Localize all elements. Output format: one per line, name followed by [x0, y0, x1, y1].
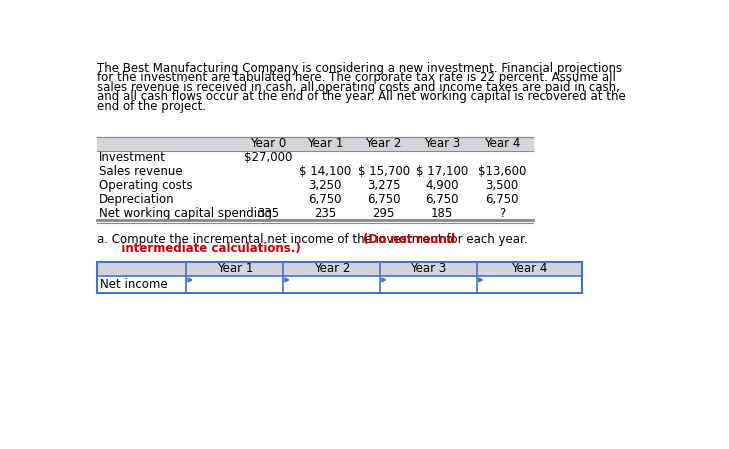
- Text: Year 3: Year 3: [410, 262, 447, 275]
- Polygon shape: [382, 278, 386, 282]
- Text: 3,275: 3,275: [367, 179, 400, 192]
- Text: 4,900: 4,900: [425, 179, 459, 192]
- Text: end of the project.: end of the project.: [98, 100, 206, 113]
- Text: Year 4: Year 4: [511, 262, 547, 275]
- Bar: [98, 165, 533, 179]
- Bar: [98, 262, 582, 276]
- Bar: [98, 151, 533, 165]
- Text: Year 2: Year 2: [313, 262, 350, 275]
- Text: $ 14,100: $ 14,100: [299, 165, 351, 178]
- Text: 335: 335: [257, 207, 280, 220]
- Text: 295: 295: [373, 207, 395, 220]
- Text: Year 1: Year 1: [217, 262, 253, 275]
- Text: $ 15,700: $ 15,700: [358, 165, 410, 178]
- Bar: [98, 207, 533, 220]
- Polygon shape: [285, 278, 289, 282]
- Text: 6,750: 6,750: [308, 193, 342, 206]
- Bar: [187, 276, 284, 293]
- Text: Net working capital spending: Net working capital spending: [99, 207, 272, 220]
- Text: $27,000: $27,000: [244, 151, 293, 164]
- Text: ?: ?: [499, 207, 505, 220]
- Bar: [477, 276, 582, 293]
- Text: Net income: Net income: [100, 277, 167, 291]
- Text: Year 2: Year 2: [365, 137, 402, 150]
- Bar: [284, 276, 381, 293]
- Polygon shape: [188, 278, 192, 282]
- Text: 185: 185: [431, 207, 453, 220]
- Text: $13,600: $13,600: [477, 165, 526, 178]
- Text: 6,750: 6,750: [425, 193, 459, 206]
- Text: for the investment are tabulated here. The corporate tax rate is 22 percent. Ass: for the investment are tabulated here. T…: [98, 71, 616, 84]
- Text: The Best Manufacturing Company is considering a new investment. Financial projec: The Best Manufacturing Company is consid…: [98, 62, 623, 75]
- Bar: [98, 193, 533, 207]
- Polygon shape: [479, 278, 483, 282]
- Text: $ 17,100: $ 17,100: [416, 165, 468, 178]
- Bar: [98, 137, 533, 151]
- Text: Year 0: Year 0: [251, 137, 286, 150]
- Text: 3,500: 3,500: [486, 179, 518, 192]
- Text: 235: 235: [313, 207, 336, 220]
- Text: Investment: Investment: [99, 151, 166, 164]
- Text: Year 3: Year 3: [424, 137, 460, 150]
- Text: Operating costs: Operating costs: [99, 179, 192, 192]
- Text: Depreciation: Depreciation: [99, 193, 174, 206]
- Bar: [98, 276, 187, 293]
- Text: intermediate calculations.): intermediate calculations.): [109, 242, 300, 255]
- Text: (Do not round: (Do not round: [362, 233, 455, 246]
- Text: a. Compute the incremental net income of the investment for each year.: a. Compute the incremental net income of…: [98, 233, 531, 246]
- Text: sales revenue is received in cash, all operating costs and income taxes are paid: sales revenue is received in cash, all o…: [98, 81, 620, 94]
- Text: 6,750: 6,750: [367, 193, 400, 206]
- Text: Year 1: Year 1: [307, 137, 343, 150]
- Bar: [381, 276, 477, 293]
- Text: Sales revenue: Sales revenue: [99, 165, 182, 178]
- Bar: [98, 179, 533, 193]
- Text: 6,750: 6,750: [485, 193, 518, 206]
- Bar: [98, 262, 582, 293]
- Text: and all cash flows occur at the end of the year. All net working capital is reco: and all cash flows occur at the end of t…: [98, 90, 626, 103]
- Text: 3,250: 3,250: [308, 179, 341, 192]
- Text: Year 4: Year 4: [483, 137, 520, 150]
